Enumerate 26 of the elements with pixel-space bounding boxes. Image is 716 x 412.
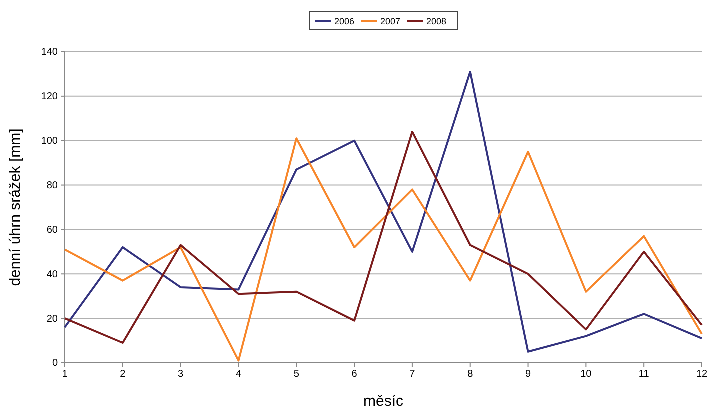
y-axis-title: denní úhrn srážek [mm] — [7, 128, 24, 286]
x-tick-label: 11 — [638, 369, 650, 380]
x-tick-label: 12 — [696, 369, 708, 380]
x-tick-label: 5 — [294, 369, 300, 380]
y-tick-label: 0 — [52, 358, 58, 370]
legend-label: 2006 — [334, 16, 355, 26]
x-tick-label: 7 — [410, 369, 416, 380]
x-tick-label: 9 — [525, 369, 532, 380]
y-tick-label: 80 — [46, 180, 58, 192]
y-tick-label: 140 — [41, 47, 58, 58]
x-tick-label: 8 — [468, 369, 474, 380]
legend-label: 2007 — [380, 16, 401, 26]
y-tick-label: 100 — [41, 136, 58, 148]
y-tick-label: 20 — [46, 314, 58, 325]
x-tick-label: 2 — [120, 369, 126, 380]
line-series — [64, 70, 703, 353]
y-tick-label: 40 — [46, 269, 58, 280]
legend-label: 2008 — [426, 16, 447, 26]
x-tick-label: 3 — [178, 369, 184, 380]
x-tick-label: 4 — [236, 369, 242, 380]
x-axis-title: měsíc — [363, 393, 404, 410]
y-tick-label: 120 — [41, 92, 58, 103]
x-tick-label: 6 — [352, 369, 358, 380]
x-tick-label: 1 — [62, 369, 68, 380]
y-tick-label: 60 — [46, 224, 58, 236]
x-tick-label: 10 — [580, 369, 592, 380]
